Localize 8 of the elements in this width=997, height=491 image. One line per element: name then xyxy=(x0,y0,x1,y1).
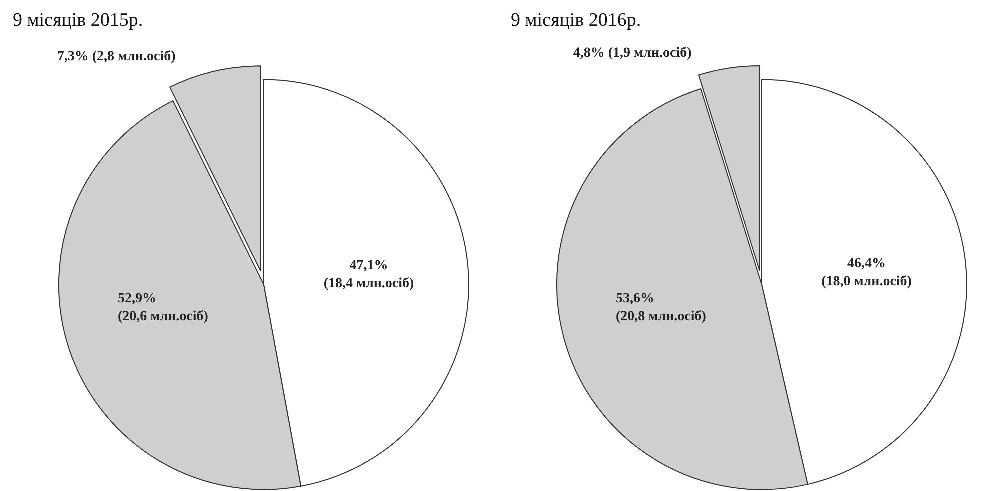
text: 53,6% (20,8 млн.осіб) xyxy=(616,292,707,324)
data-label: 4,8% (1,9 млн.осіб) xyxy=(573,46,692,61)
text: 52,9% (20,6 млн.осіб) xyxy=(118,292,209,324)
data-label: 46,4% (18,0 млн.осіб) xyxy=(822,256,912,290)
data-label: 7,3% (2,8 млн.осіб) xyxy=(57,49,176,64)
chart-title: 9 місяців 2016р. xyxy=(511,10,642,31)
data-label: 47,1% (18,4 млн.осіб) xyxy=(324,258,415,292)
chart-title: 9 місяців 2015р. xyxy=(13,10,144,31)
